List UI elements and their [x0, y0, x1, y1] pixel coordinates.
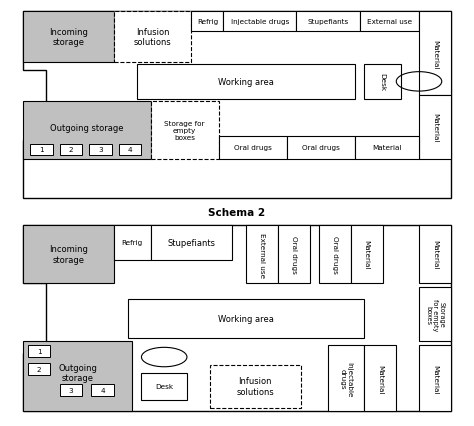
Text: 1: 1 — [37, 348, 41, 354]
Text: Stupefiants: Stupefiants — [167, 239, 216, 248]
Text: Material: Material — [432, 113, 438, 142]
Text: Outgoing storage: Outgoing storage — [50, 124, 124, 133]
Text: Injectable drugs: Injectable drugs — [230, 19, 289, 25]
Bar — [60, 144, 82, 156]
Text: 4: 4 — [100, 387, 105, 393]
Bar — [278, 225, 310, 284]
Bar — [114, 225, 151, 260]
Bar — [30, 144, 53, 156]
Text: Working area: Working area — [218, 314, 274, 323]
Bar — [27, 363, 50, 374]
Text: Material: Material — [364, 240, 370, 269]
Bar — [151, 101, 219, 160]
Text: 3: 3 — [69, 387, 73, 393]
Bar — [210, 365, 301, 408]
Text: Material: Material — [432, 240, 438, 269]
Text: Material: Material — [432, 364, 438, 393]
Bar — [89, 144, 112, 156]
Bar — [223, 12, 296, 32]
Bar — [351, 225, 383, 284]
Text: 3: 3 — [98, 147, 103, 153]
Text: Outgoing
storage: Outgoing storage — [58, 363, 97, 383]
Bar — [191, 12, 223, 32]
Bar — [27, 345, 50, 357]
Bar — [118, 144, 141, 156]
Text: Refrig: Refrig — [197, 19, 218, 25]
Bar — [360, 12, 419, 32]
Bar — [114, 12, 191, 63]
Bar — [128, 299, 365, 338]
Bar — [91, 384, 114, 396]
Bar — [419, 12, 451, 96]
Bar — [365, 345, 396, 412]
Text: 2: 2 — [37, 366, 41, 372]
Text: Schema 2: Schema 2 — [209, 208, 265, 218]
Text: Material: Material — [377, 364, 383, 393]
Bar — [137, 65, 356, 100]
Text: Storage for
empty
boxes: Storage for empty boxes — [164, 121, 205, 141]
Bar — [419, 225, 451, 284]
Text: Desk: Desk — [380, 73, 386, 91]
Text: 2: 2 — [69, 147, 73, 153]
Text: Oral drugs: Oral drugs — [332, 236, 338, 273]
Bar — [60, 384, 82, 396]
Bar — [319, 225, 351, 284]
Bar — [23, 225, 114, 284]
Text: Oral drugs: Oral drugs — [291, 236, 297, 273]
Text: Material: Material — [432, 40, 438, 69]
Text: Material: Material — [373, 145, 402, 151]
Bar — [141, 373, 187, 400]
Bar — [246, 225, 278, 284]
Bar — [419, 288, 451, 342]
Text: 1: 1 — [39, 147, 44, 153]
Bar — [219, 136, 287, 160]
Text: Incoming
storage: Incoming storage — [49, 245, 88, 264]
Text: Desk: Desk — [155, 383, 173, 389]
Text: External use: External use — [259, 232, 265, 277]
Text: 4: 4 — [128, 147, 132, 153]
Bar — [365, 65, 401, 100]
Bar — [296, 12, 360, 32]
Bar — [23, 101, 151, 160]
Bar — [23, 342, 132, 412]
Bar — [328, 345, 365, 412]
Text: Infusion
solutions: Infusion solutions — [237, 377, 274, 396]
Text: Incoming
storage: Incoming storage — [49, 28, 88, 47]
Text: Refrig: Refrig — [122, 240, 143, 246]
Bar — [419, 345, 451, 412]
Bar — [419, 96, 451, 160]
Bar — [356, 136, 419, 160]
Text: Infusion
solutions: Infusion solutions — [134, 28, 172, 47]
Text: External use: External use — [367, 19, 412, 25]
Text: Oral drugs: Oral drugs — [234, 145, 272, 151]
Text: Stupefiants: Stupefiants — [307, 19, 349, 25]
Text: Working area: Working area — [218, 78, 274, 86]
Text: Storage
for empty
boxes: Storage for empty boxes — [425, 298, 445, 331]
Bar — [151, 225, 232, 260]
Bar — [23, 12, 114, 63]
Text: Injectable
drugs: Injectable drugs — [340, 361, 353, 396]
Text: Oral drugs: Oral drugs — [302, 145, 340, 151]
Bar — [287, 136, 356, 160]
